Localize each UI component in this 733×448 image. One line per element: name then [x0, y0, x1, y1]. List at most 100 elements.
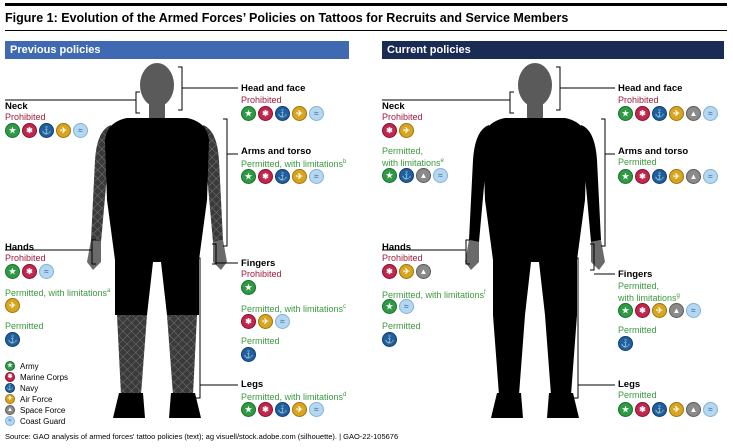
prev-arms-torso-status: Permitted, with limitationsb [241, 159, 347, 169]
prev-fingers-permitted: Permitted [241, 336, 280, 346]
prev-arms-torso-title: Arms and torso [241, 146, 312, 157]
navy-icon: ⚓ [652, 402, 667, 417]
coast-guard-icon: ≈ [686, 303, 701, 318]
legend-coast-guard: ≈ Coast Guard [5, 416, 65, 426]
cur-hands-limited-icons: ★ ≈ [382, 299, 414, 314]
navy-icon: ⚓ [275, 402, 290, 417]
space-force-icon: ▲ [686, 169, 701, 184]
air-force-icon: ✈ [399, 123, 414, 138]
army-icon: ★ [5, 264, 20, 279]
air-force-icon: ✈ [292, 106, 307, 121]
navy-icon: ⚓ [5, 383, 15, 393]
army-icon: ★ [618, 106, 633, 121]
prev-hands-prohibited: Prohibited [5, 253, 46, 263]
prev-hands-title: Hands [5, 242, 35, 253]
coast-guard-icon: ≈ [309, 169, 324, 184]
prev-legs-status: Permitted, with limitationsd [241, 392, 347, 402]
prev-neck-status: Prohibited [5, 112, 46, 122]
marine-corps-icon: ✱ [382, 264, 397, 279]
coast-guard-icon: ≈ [703, 402, 718, 417]
cur-fingers-limited-icons: ★ ✱ ✈ ▲ ≈ [618, 303, 701, 318]
cur-neck-status: Prohibited [382, 112, 423, 122]
cur-legs-status: Permitted [618, 390, 657, 400]
prev-legs-title: Legs [241, 379, 264, 390]
cur-hands-limited: Permitted, with limitationsf [382, 290, 486, 300]
navy-icon: ⚓ [5, 332, 20, 347]
cur-neck-prohibited-icons: ✱ ✈ [382, 123, 414, 138]
marine-corps-icon: ✱ [635, 303, 650, 318]
marine-corps-icon: ✱ [258, 402, 273, 417]
coast-guard-icon: ≈ [433, 168, 448, 183]
army-icon: ★ [241, 169, 256, 184]
navy-icon: ⚓ [39, 123, 54, 138]
prev-hands-limited: Permitted, with limitationsa [5, 288, 111, 298]
legend-navy: ⚓ Navy [5, 383, 39, 393]
prev-fingers-prohibited: Prohibited [241, 269, 282, 279]
coast-guard-icon: ≈ [5, 416, 15, 426]
cur-arms-torso-icons: ★ ✱ ⚓ ✈ ▲ ≈ [618, 169, 718, 184]
air-force-icon: ✈ [5, 298, 20, 313]
navy-icon: ⚓ [382, 332, 397, 347]
army-icon: ★ [5, 361, 15, 371]
navy-icon: ⚓ [275, 106, 290, 121]
cur-legs-title: Legs [618, 379, 641, 390]
marine-corps-icon: ✱ [635, 169, 650, 184]
figure-source: Source: GAO analysis of armed forces' ta… [5, 432, 399, 441]
air-force-icon: ✈ [669, 106, 684, 121]
prev-fingers-limited-icons: ✱ ✈ ≈ [241, 314, 290, 329]
current-policies-header: Current policies [382, 41, 724, 59]
air-force-icon: ✈ [5, 394, 15, 404]
marine-corps-icon: ✱ [258, 169, 273, 184]
marine-corps-icon: ✱ [5, 372, 15, 382]
cur-arms-torso-status: Permitted [618, 157, 657, 167]
cur-fingers-limited-2: with limitationsg [618, 293, 680, 303]
cur-neck-limited-icons: ★ ⚓ ▲ ≈ [382, 168, 448, 183]
air-force-icon: ✈ [292, 169, 307, 184]
air-force-icon: ✈ [292, 402, 307, 417]
navy-icon: ⚓ [241, 347, 256, 362]
space-force-icon: ▲ [416, 264, 431, 279]
air-force-icon: ✈ [399, 264, 414, 279]
cur-fingers-permitted: Permitted [618, 325, 657, 335]
prev-hands-limited-icons: ✈ [5, 298, 20, 313]
prev-hands-prohibited-icons: ★ ✱ ≈ [5, 264, 54, 279]
coast-guard-icon: ≈ [73, 123, 88, 138]
marine-corps-icon: ✱ [22, 264, 37, 279]
cur-hands-title: Hands [382, 242, 412, 253]
army-icon: ★ [241, 280, 256, 295]
marine-corps-icon: ✱ [635, 106, 650, 121]
prev-head-face-icons: ★ ✱ ⚓ ✈ ≈ [241, 106, 324, 121]
prev-legs-icons: ★ ✱ ⚓ ✈ ≈ [241, 402, 324, 417]
cur-fingers-title: Fingers [618, 269, 653, 280]
previous-body-figure [87, 63, 227, 418]
coast-guard-icon: ≈ [309, 106, 324, 121]
air-force-icon: ✈ [669, 169, 684, 184]
cur-head-face-icons: ★ ✱ ⚓ ✈ ▲ ≈ [618, 106, 718, 121]
cur-head-face-status: Prohibited [618, 95, 659, 105]
navy-icon: ⚓ [652, 106, 667, 121]
prev-fingers-prohibited-icons: ★ [241, 280, 256, 295]
army-icon: ★ [5, 123, 20, 138]
cur-fingers-limited: Permitted, [618, 281, 660, 291]
prev-hands-permitted-icons: ⚓ [5, 332, 20, 347]
prev-hands-permitted: Permitted [5, 321, 44, 331]
air-force-icon: ✈ [652, 303, 667, 318]
army-icon: ★ [382, 168, 397, 183]
prev-arms-torso-icons: ★ ✱ ⚓ ✈ ≈ [241, 169, 324, 184]
army-icon: ★ [241, 106, 256, 121]
legend-air-force: ✈ Air Force [5, 394, 52, 404]
coast-guard-icon: ≈ [309, 402, 324, 417]
prev-head-face-status: Prohibited [241, 95, 282, 105]
title-rule [5, 30, 727, 31]
marine-corps-icon: ✱ [382, 123, 397, 138]
current-brackets [382, 66, 615, 399]
air-force-icon: ✈ [258, 314, 273, 329]
air-force-icon: ✈ [669, 402, 684, 417]
marine-corps-icon: ✱ [258, 106, 273, 121]
army-icon: ★ [618, 169, 633, 184]
prev-fingers-title: Fingers [241, 258, 276, 269]
marine-corps-icon: ✱ [635, 402, 650, 417]
navy-icon: ⚓ [275, 169, 290, 184]
marine-corps-icon: ✱ [22, 123, 37, 138]
cur-head-face-title: Head and face [618, 83, 683, 94]
